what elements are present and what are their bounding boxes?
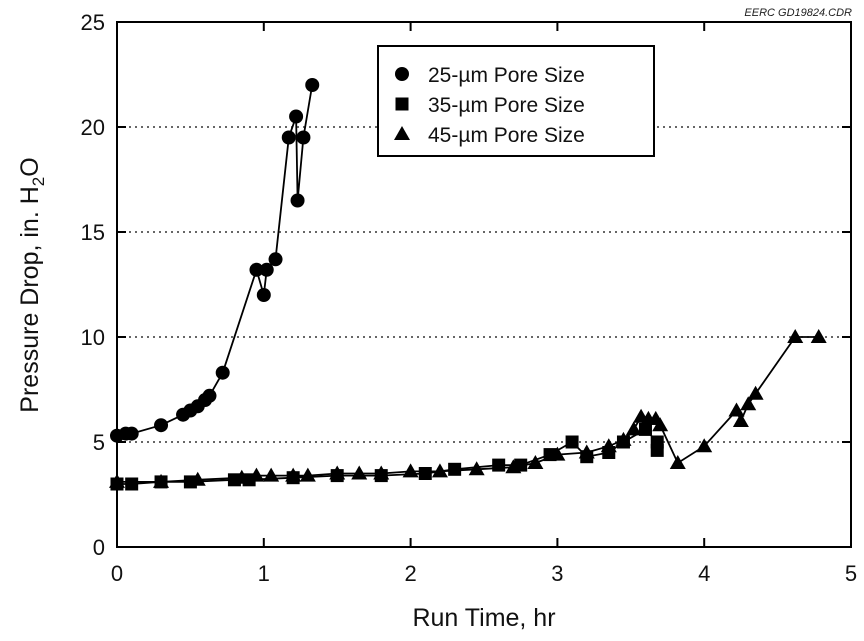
y-tick-label: 10 bbox=[81, 325, 105, 350]
x-tick-label: 5 bbox=[845, 561, 857, 586]
data-point-circle bbox=[249, 262, 264, 277]
data-point-triangle bbox=[615, 431, 632, 446]
series-group bbox=[109, 78, 827, 491]
data-point-circle bbox=[215, 365, 230, 380]
data-point-triangle bbox=[468, 461, 485, 476]
x-tick-label: 1 bbox=[258, 561, 270, 586]
data-point-triangle bbox=[248, 467, 265, 482]
y-tick-label: 20 bbox=[81, 115, 105, 140]
data-point-square bbox=[448, 462, 462, 476]
data-point-triangle bbox=[527, 455, 544, 469]
series-line-triangle bbox=[117, 336, 819, 483]
data-point-triangle bbox=[189, 471, 206, 486]
data-point-circle bbox=[281, 130, 296, 145]
legend-label: 35-µm Pore Size bbox=[428, 94, 585, 117]
data-point-triangle bbox=[373, 465, 390, 480]
plot-frame bbox=[116, 21, 852, 548]
data-point-square bbox=[492, 458, 506, 472]
data-point-triangle bbox=[299, 467, 316, 482]
data-point-triangle bbox=[810, 329, 827, 343]
data-point-triangle bbox=[578, 444, 595, 459]
data-point-triangle bbox=[652, 417, 669, 432]
gridlines bbox=[117, 126, 851, 443]
data-point-triangle bbox=[696, 438, 713, 453]
data-point-triangle bbox=[431, 463, 448, 478]
x-axis-title: Run Time, hr bbox=[412, 604, 555, 632]
legend-marker-triangle bbox=[394, 126, 410, 140]
data-point-circle bbox=[290, 193, 305, 208]
data-point-triangle bbox=[263, 467, 280, 482]
data-point-circle bbox=[305, 78, 320, 92]
data-point-square bbox=[565, 435, 579, 449]
y-tick-label: 15 bbox=[81, 220, 105, 245]
x-tick-label: 0 bbox=[111, 561, 123, 586]
data-point-triangle bbox=[600, 438, 617, 453]
data-point-triangle bbox=[153, 473, 170, 488]
data-point-circle bbox=[296, 130, 311, 145]
data-point-circle bbox=[124, 426, 139, 441]
y-axis-title-main: Pressure Drop, in. H bbox=[16, 186, 44, 412]
data-point-triangle bbox=[787, 329, 804, 343]
data-point-triangle bbox=[625, 421, 642, 436]
data-point-square bbox=[418, 467, 432, 480]
legend-box bbox=[377, 45, 655, 157]
data-point-circle bbox=[259, 262, 274, 277]
legend: 25-µm Pore Size 35-µm Pore Size 45-µm Pore… bbox=[377, 45, 655, 157]
legend-marker-circle bbox=[395, 67, 409, 81]
y-axis-title: Pressure Drop, in. H2O bbox=[16, 157, 48, 412]
x-tick-label: 4 bbox=[698, 561, 710, 586]
series-triangle bbox=[109, 329, 827, 488]
x-tick-label: 3 bbox=[551, 561, 563, 586]
data-point-triangle bbox=[549, 446, 566, 461]
axis-ticks: 0 1 2 3 4 5 0 5 10 15 20 25 bbox=[81, 10, 858, 586]
x-tick-label: 2 bbox=[404, 561, 416, 586]
legend-marker-square bbox=[395, 97, 409, 111]
data-point-triangle bbox=[329, 465, 346, 480]
data-point-circle bbox=[268, 252, 283, 267]
data-point-circle bbox=[256, 288, 271, 302]
y-tick-label: 25 bbox=[81, 10, 105, 35]
data-point-triangle bbox=[732, 413, 749, 427]
series-circle bbox=[110, 78, 320, 443]
data-point-triangle bbox=[740, 396, 757, 411]
data-point-triangle bbox=[728, 402, 745, 417]
data-point-circle bbox=[289, 109, 304, 124]
data-point-circle bbox=[202, 388, 217, 403]
data-point-triangle bbox=[402, 463, 419, 478]
y-tick-label: 5 bbox=[93, 430, 105, 455]
data-point-triangle bbox=[669, 455, 686, 469]
data-point-triangle bbox=[351, 465, 368, 480]
y-axis-title-subscript: 2 bbox=[29, 177, 48, 186]
corner-label: EERC GD19824.CDR bbox=[744, 7, 852, 19]
legend-label: 45-µm Pore Size bbox=[428, 124, 585, 147]
y-axis-title-end: O bbox=[16, 157, 44, 176]
data-point-triangle bbox=[505, 459, 522, 474]
y-tick-label: 0 bbox=[93, 535, 105, 560]
data-point-triangle bbox=[285, 467, 302, 482]
legend-label: 25-µm Pore Size bbox=[428, 64, 585, 87]
data-point-triangle bbox=[109, 473, 125, 488]
data-point-triangle bbox=[233, 469, 250, 484]
data-point-circle bbox=[154, 418, 169, 433]
data-point-square bbox=[650, 443, 664, 457]
data-point-square bbox=[638, 422, 652, 436]
data-point-square bbox=[125, 477, 139, 491]
data-point-triangle bbox=[747, 385, 764, 400]
